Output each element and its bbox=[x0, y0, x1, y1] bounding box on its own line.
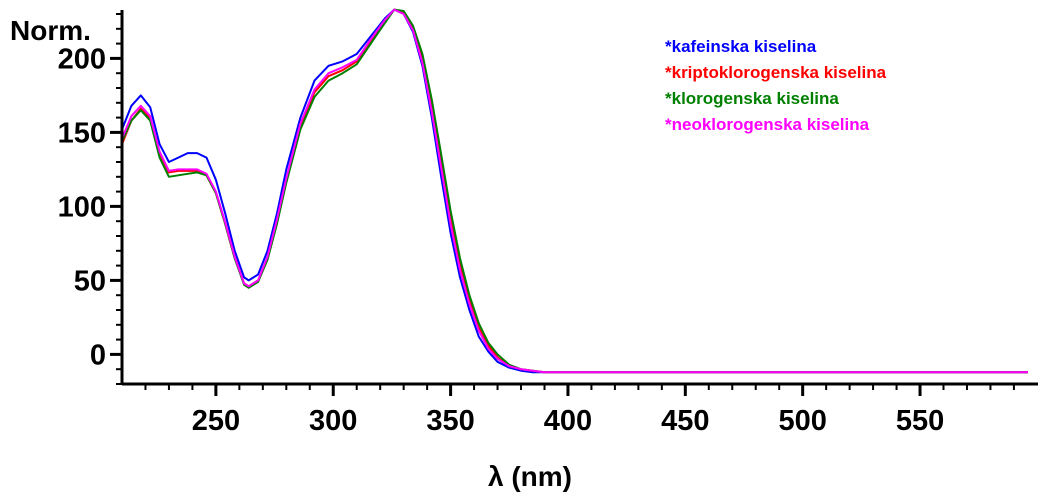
x-tick-label: 400 bbox=[544, 405, 592, 437]
x-tick-label: 250 bbox=[192, 405, 240, 437]
x-axis-title: λ (nm) bbox=[488, 461, 572, 492]
series-line-2 bbox=[121, 8, 1028, 374]
axes bbox=[120, 10, 1038, 386]
x-tick-label: 550 bbox=[896, 405, 944, 437]
legend-entry: *kafeinska kiselina bbox=[665, 37, 817, 56]
plot-area bbox=[121, 8, 1028, 374]
x-tick-label: 300 bbox=[309, 405, 357, 437]
tick-labels: 0 50 100 150 200 250 300 350 400 450 500 550 bbox=[58, 43, 945, 437]
series-line-4 bbox=[121, 8, 1028, 374]
major-ticks bbox=[110, 56, 922, 396]
x-tick-label: 450 bbox=[661, 405, 709, 437]
legend-entry: *klorogenska kiselina bbox=[665, 89, 839, 108]
y-axis-title: Norm. bbox=[10, 15, 91, 46]
minor-ticks bbox=[116, 13, 1015, 390]
x-tick-label: 350 bbox=[426, 405, 474, 437]
legend-entry: *kriptoklorogenska kiselina bbox=[665, 63, 887, 82]
y-tick-label: 0 bbox=[90, 339, 106, 371]
series-line-1 bbox=[121, 8, 1028, 374]
legend: *kafeinska kiselina *kriptoklorogenska ki… bbox=[665, 37, 887, 134]
legend-entry: *neoklorogenska kiselina bbox=[665, 115, 870, 134]
y-tick-label: 200 bbox=[58, 43, 106, 75]
y-tick-label: 100 bbox=[58, 191, 106, 223]
series-line-3 bbox=[121, 8, 1028, 374]
y-tick-label: 150 bbox=[58, 117, 106, 149]
x-tick-label: 500 bbox=[778, 405, 826, 437]
y-tick-label: 50 bbox=[74, 265, 106, 297]
